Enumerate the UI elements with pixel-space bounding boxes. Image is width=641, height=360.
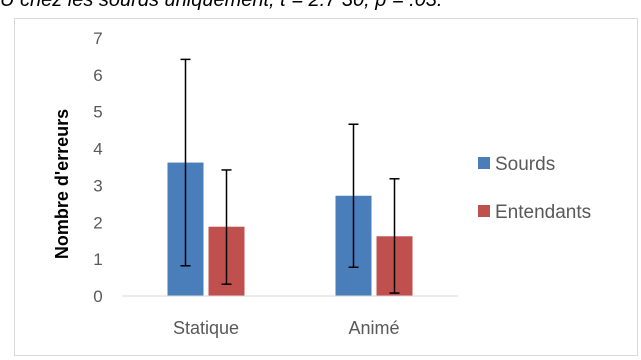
- y-tick-label: 0: [93, 287, 102, 306]
- x-tick-label: Statique: [173, 318, 239, 338]
- y-tick-label: 1: [93, 250, 102, 269]
- bars: [167, 162, 413, 296]
- legend: Sourds Entendants: [478, 154, 591, 223]
- legend-label-sourds: Sourds: [495, 154, 555, 175]
- y-axis: 0 1 2 3 4 5 6 7: [93, 29, 102, 306]
- y-tick-label: 7: [93, 29, 102, 48]
- y-tick-label: 2: [93, 213, 102, 232]
- error-bars: [180, 58, 400, 294]
- chart-frame: [14, 18, 638, 356]
- legend-swatch-entendants: [478, 205, 490, 217]
- legend-swatch-sourds: [478, 157, 490, 169]
- legend-label-entendants: Entendants: [495, 202, 591, 223]
- y-tick-label: 6: [93, 66, 102, 85]
- x-tick-label: Animé: [348, 318, 399, 338]
- y-tick-label: 4: [93, 140, 102, 159]
- y-tick-label: 3: [93, 176, 102, 195]
- y-tick-label: 5: [93, 103, 102, 122]
- x-axis: Statique Animé: [122, 295, 458, 338]
- figure-caption: U chez les sourds uniquement, t = 2.7 30…: [0, 0, 443, 11]
- y-axis-label: Nombre d'erreurs: [52, 109, 72, 259]
